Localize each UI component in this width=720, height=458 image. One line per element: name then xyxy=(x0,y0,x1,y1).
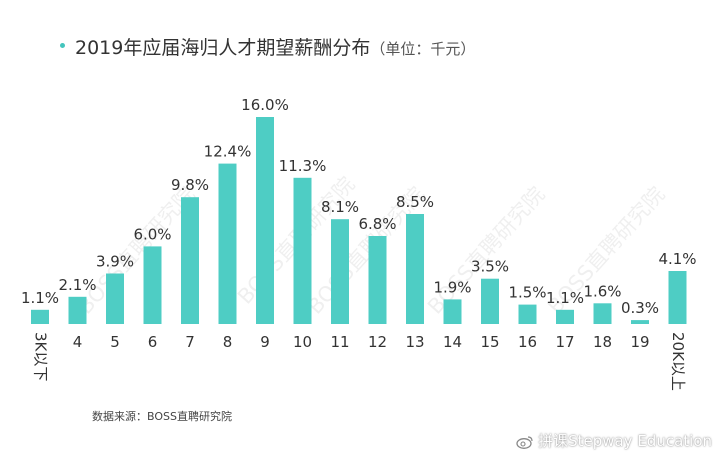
bar-8 xyxy=(331,219,349,324)
x-tick-label-16: 19 xyxy=(630,333,649,351)
x-tick-label-7: 10 xyxy=(293,333,312,351)
value-label-17: 4.1% xyxy=(658,250,696,268)
value-label-0: 1.1% xyxy=(21,289,59,307)
bar-1 xyxy=(68,296,87,324)
value-label-9: 6.8% xyxy=(358,215,396,233)
bar-15 xyxy=(593,303,612,324)
chart-title: 2019年应届海归人才期望薪酬分布（单位：千元） xyxy=(60,33,475,60)
value-label-14: 1.1% xyxy=(546,289,584,307)
bars-group xyxy=(31,117,687,324)
bar-3 xyxy=(143,246,162,324)
bar-9 xyxy=(368,236,387,324)
x-tick-label-1: 4 xyxy=(73,333,83,351)
x-tick-label-11: 14 xyxy=(443,333,462,351)
bar-5 xyxy=(218,163,237,324)
x-tick-label-5: 8 xyxy=(223,333,233,351)
value-label-8: 8.1% xyxy=(321,198,359,216)
bar-17 xyxy=(668,271,687,324)
x-tick-label-14: 17 xyxy=(555,333,574,351)
x-tick-label-12: 15 xyxy=(480,333,499,351)
x-tick-labels-group: 3K以下 4 5 6 7 8 9 10 11 12 13 14 15 16 17 18 19 20K以上 xyxy=(32,332,688,391)
bar-12 xyxy=(481,278,499,324)
bar-6 xyxy=(256,117,274,324)
x-tick-label-3: 6 xyxy=(148,333,158,351)
value-label-7: 11.3% xyxy=(279,157,327,175)
x-tick-label-4: 7 xyxy=(185,333,195,351)
brand-text: 拼课Stepway Education xyxy=(538,432,712,450)
bar-2 xyxy=(106,273,124,324)
bullet-dot-icon xyxy=(60,43,65,48)
chart-title-unit: （单位：千元） xyxy=(370,40,476,58)
value-label-4: 9.8% xyxy=(171,176,209,194)
brand-watermark: 拼课Stepway Education xyxy=(516,430,712,451)
value-label-2: 3.9% xyxy=(96,253,134,271)
value-label-12: 3.5% xyxy=(471,258,509,276)
bar-13 xyxy=(518,304,537,324)
bar-14 xyxy=(556,309,574,324)
x-tick-label-13: 16 xyxy=(518,333,537,351)
value-label-16: 0.3% xyxy=(621,299,659,317)
value-label-3: 6.0% xyxy=(133,225,171,243)
weibo-icon xyxy=(516,435,533,449)
x-tick-label-2: 5 xyxy=(110,333,120,351)
x-tick-label-15: 18 xyxy=(593,333,612,351)
x-tick-label-9: 12 xyxy=(368,333,387,351)
value-label-13: 1.5% xyxy=(508,284,546,302)
x-tick-label-10: 13 xyxy=(405,333,424,351)
value-labels-group: 1.1%2.1%3.9%6.0%9.8%12.4%16.0%11.3%8.1%6… xyxy=(21,96,697,317)
x-tick-label-17: 20K以上 xyxy=(669,332,687,391)
chart-title-text: 2019年应届海归人才期望薪酬分布 xyxy=(75,37,371,59)
value-label-11: 1.9% xyxy=(433,278,471,296)
x-tick-label-0: 3K以下 xyxy=(32,332,50,381)
value-label-10: 8.5% xyxy=(396,193,434,211)
value-label-6: 16.0% xyxy=(241,96,289,114)
value-label-15: 1.6% xyxy=(583,282,621,300)
bar-16 xyxy=(631,320,649,324)
x-tick-label-6: 9 xyxy=(260,333,270,351)
bar-7 xyxy=(293,177,312,324)
bar-0 xyxy=(31,309,49,324)
value-label-1: 2.1% xyxy=(58,276,96,294)
value-label-5: 12.4% xyxy=(204,143,252,161)
x-tick-label-8: 11 xyxy=(330,333,349,351)
bar-4 xyxy=(181,197,199,324)
data-source-note: 数据来源：BOSS直聘研究院 xyxy=(92,410,232,423)
bar-10 xyxy=(406,214,424,324)
bar-11 xyxy=(443,299,462,324)
